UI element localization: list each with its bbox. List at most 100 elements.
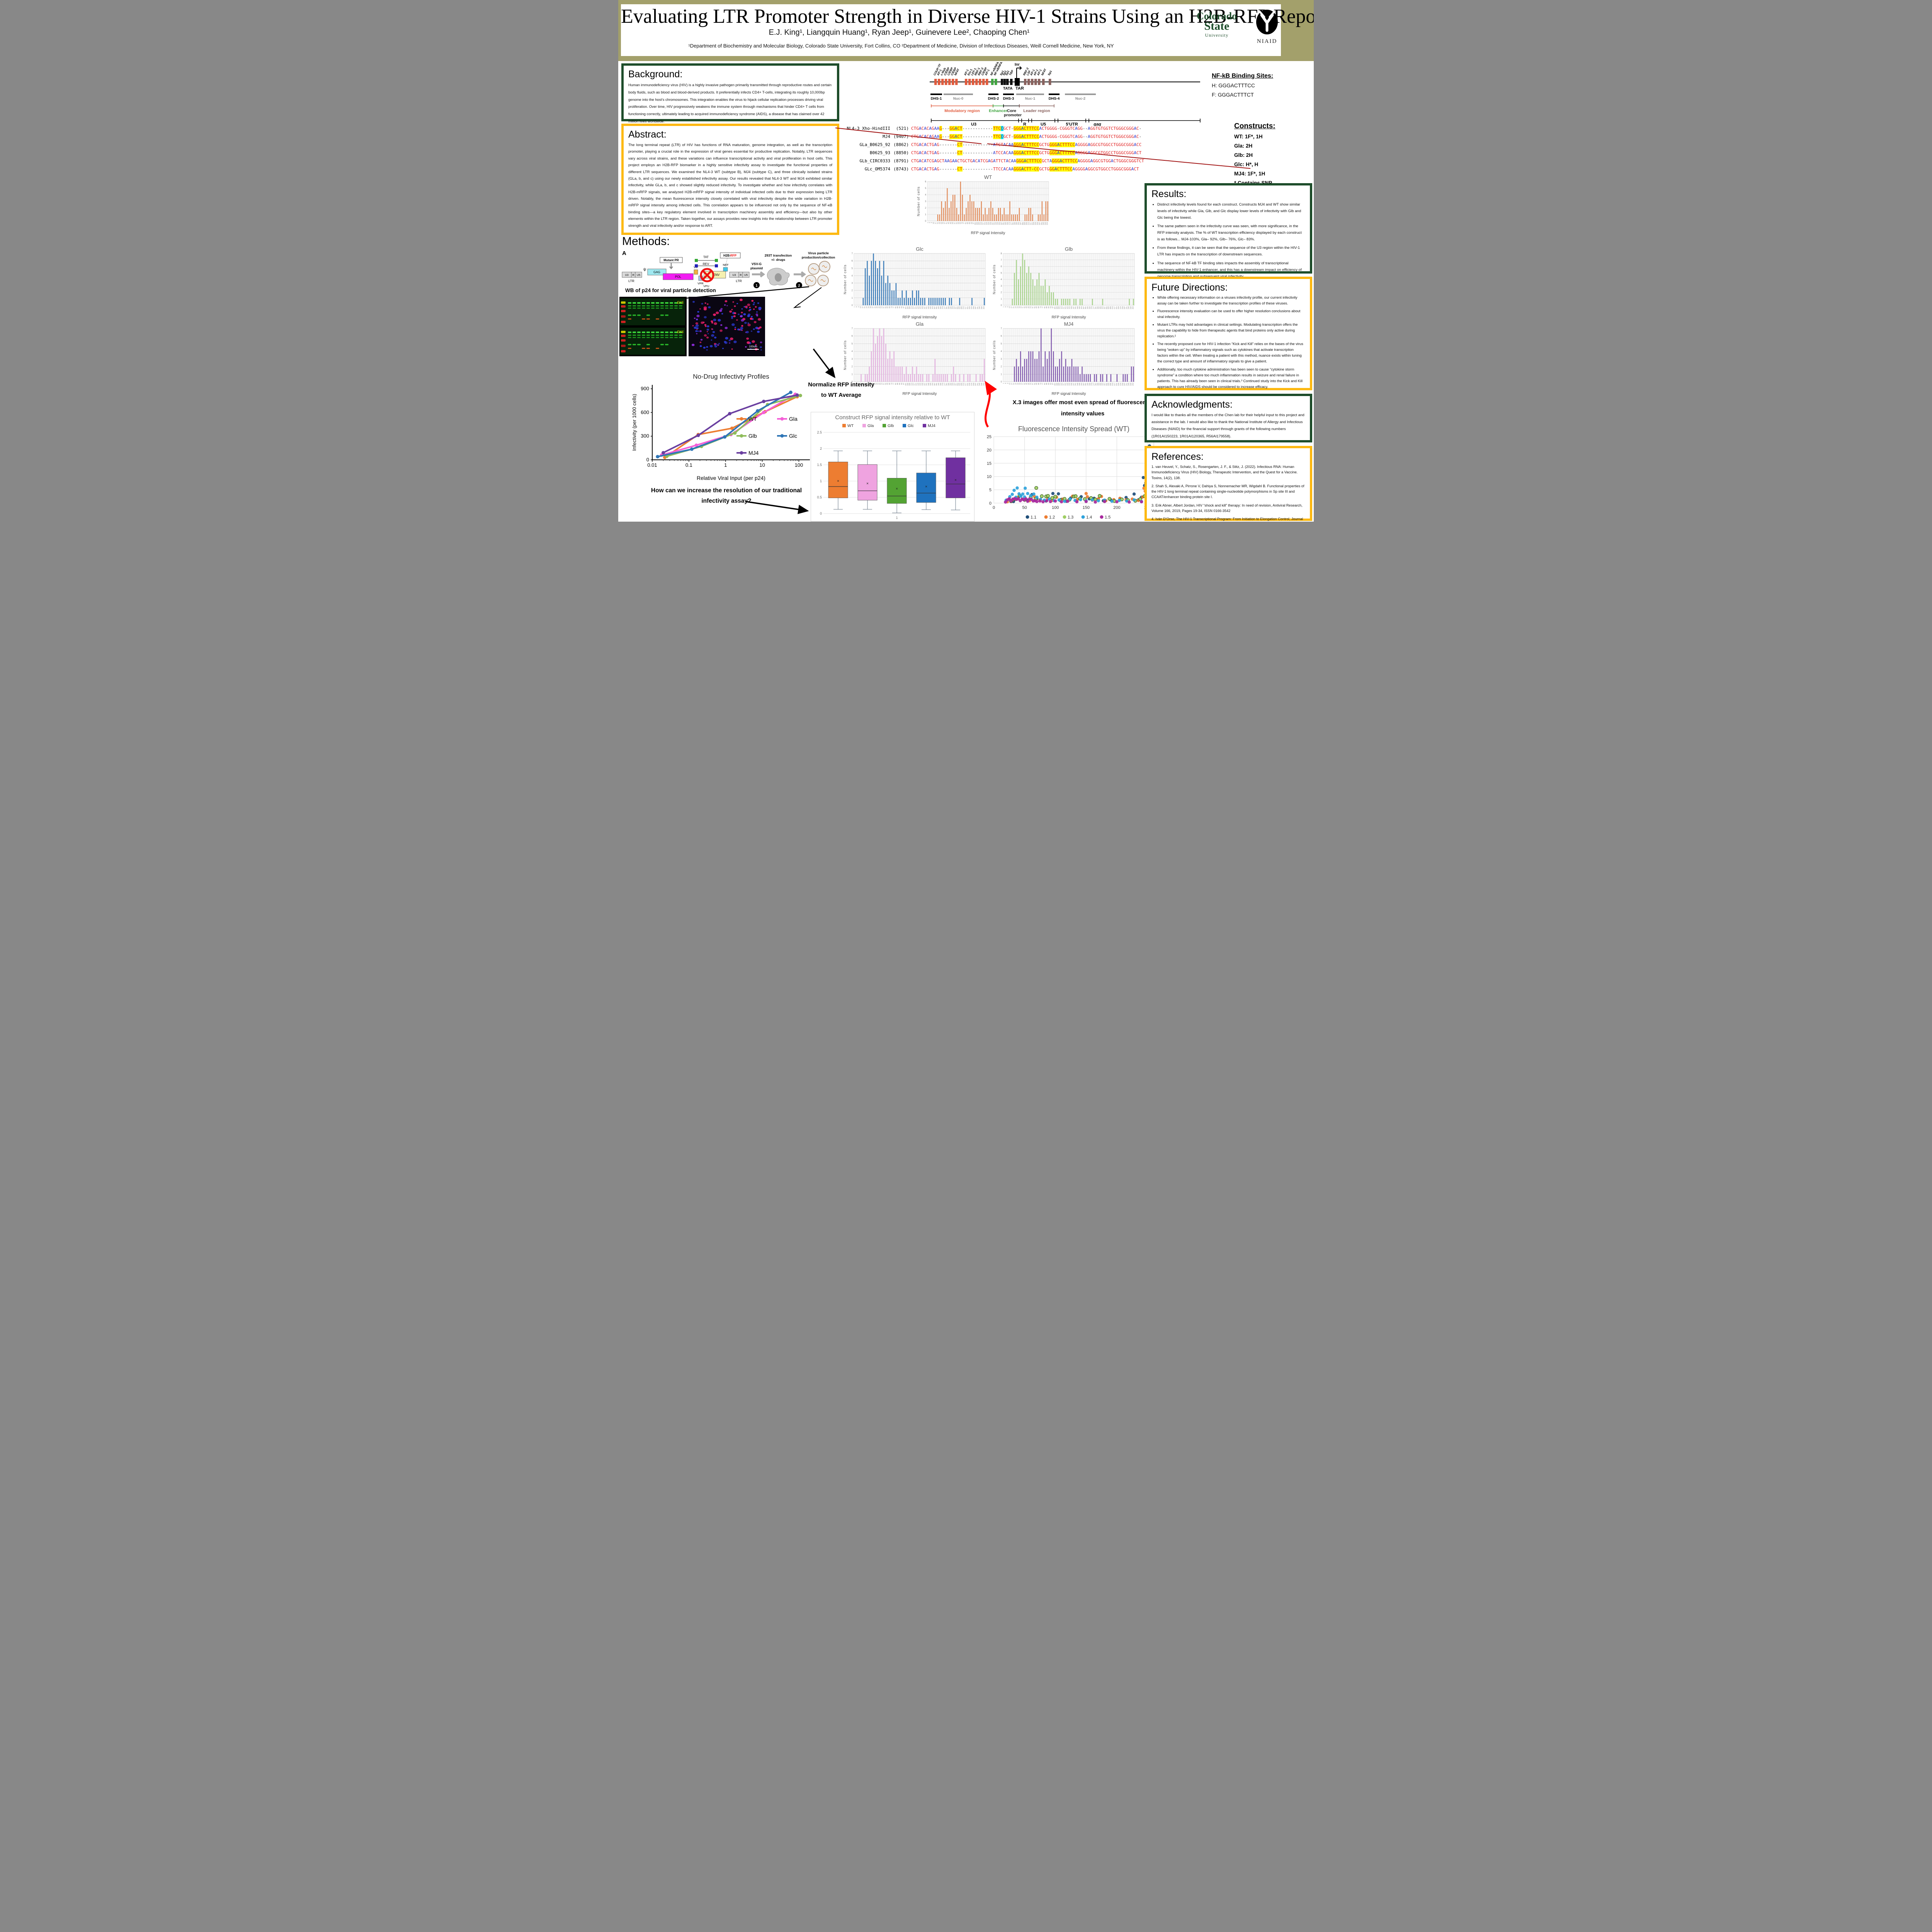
svg-text:Virus particle: Virus particle	[808, 251, 829, 255]
svg-text:129: 129	[987, 222, 989, 225]
svg-text:93: 93	[901, 306, 903, 308]
svg-text:1: 1	[925, 214, 927, 216]
svg-text:0.01: 0.01	[647, 462, 657, 468]
x3-text: X.3 images offer most even spread of flu…	[1012, 399, 1153, 417]
svg-text:173: 173	[1091, 383, 1093, 386]
svg-text:2: 2	[852, 366, 853, 368]
svg-text:57: 57	[1031, 383, 1033, 384]
svg-text:133: 133	[1070, 383, 1072, 386]
svg-text:1: 1	[854, 306, 855, 307]
svg-text:217: 217	[964, 383, 966, 386]
svg-text:233: 233	[1122, 383, 1124, 386]
svg-text:Enhancer: Enhancer	[989, 109, 1007, 113]
svg-text:7: 7	[852, 253, 853, 255]
svg-text:201: 201	[1022, 222, 1024, 225]
svg-text:253: 253	[983, 306, 985, 309]
svg-text:85: 85	[966, 222, 968, 224]
svg-text:81: 81	[1044, 306, 1046, 308]
svg-text:1: 1	[927, 222, 929, 223]
svg-text:37: 37	[872, 383, 874, 384]
svg-text:97: 97	[903, 306, 905, 308]
svg-text:300: 300	[641, 433, 649, 439]
svg-text:17: 17	[1011, 383, 1013, 384]
svg-text:49: 49	[878, 383, 880, 384]
svg-text:93: 93	[1050, 383, 1052, 384]
future-directions-section: Future Directions: While offering necess…	[1145, 277, 1312, 390]
svg-text:97: 97	[972, 222, 974, 224]
svg-text:WT: WT	[847, 423, 854, 428]
svg-text:77: 77	[1042, 383, 1044, 384]
svg-text:93: 93	[901, 383, 903, 384]
svg-text:105: 105	[1056, 383, 1058, 386]
svg-text:121: 121	[984, 222, 986, 225]
svg-text:249: 249	[1130, 306, 1132, 309]
svg-text:221: 221	[1116, 306, 1117, 309]
results-section: Results: Distinct infectivity levels fou…	[1145, 183, 1312, 279]
svg-text:25: 25	[1015, 383, 1017, 384]
svg-text:13: 13	[932, 222, 934, 224]
svg-text:133: 133	[921, 306, 923, 309]
svg-text:97: 97	[903, 383, 905, 384]
svg-text:1.5: 1.5	[1105, 515, 1111, 520]
svg-text:49: 49	[1027, 306, 1029, 308]
svg-text:113: 113	[1060, 306, 1062, 309]
svg-text:237: 237	[1124, 306, 1126, 309]
page-title: Evaluating LTR Promoter Strength in Dive…	[621, 5, 1314, 27]
svg-text:1: 1	[852, 297, 853, 299]
nfkb-h-sequence: H: GGGACTTTCC	[1212, 83, 1255, 88]
svg-text:H2B-: H2B-	[723, 254, 731, 257]
svg-text:181: 181	[946, 383, 948, 386]
svg-text:Core: Core	[1007, 109, 1016, 113]
svg-text:241: 241	[1126, 383, 1128, 386]
svg-text:229: 229	[1035, 222, 1037, 225]
svg-text:133: 133	[989, 222, 991, 225]
western-blot-image: EK5 EK6	[619, 297, 687, 356]
svg-text:129: 129	[1068, 306, 1070, 309]
future-bullet: Additionally, too much cytokine administ…	[1157, 367, 1305, 390]
svg-text:3: 3	[925, 201, 927, 203]
svg-text:25: 25	[866, 306, 868, 308]
svg-text:125: 125	[917, 383, 919, 386]
svg-text:185: 185	[1014, 222, 1016, 225]
reference-item: 3. Erik Abner, Albert Jordan, HIV “shock…	[1151, 503, 1303, 513]
svg-text:U5: U5	[744, 274, 748, 277]
svg-text:249: 249	[981, 306, 983, 309]
svg-text:169: 169	[940, 306, 942, 309]
svg-text:109: 109	[909, 383, 911, 386]
svg-text:MJ4: MJ4	[748, 450, 759, 456]
svg-text:NFAT: NFAT	[1041, 68, 1047, 76]
alignment-row: B0625_93 (8850) CTGACACTGAG-------CT------…	[870, 150, 1142, 155]
svg-text:13: 13	[1009, 306, 1011, 308]
svg-text:7: 7	[1001, 328, 1002, 330]
svg-text:153: 153	[1081, 306, 1083, 309]
svg-text:9: 9	[1007, 306, 1009, 307]
svg-text:93: 93	[970, 222, 972, 224]
svg-text:85: 85	[896, 383, 898, 384]
svg-text:145: 145	[1077, 383, 1078, 386]
svg-text:2: 2	[925, 207, 927, 209]
svg-text:77: 77	[893, 306, 895, 308]
svg-text:U3: U3	[971, 122, 976, 126]
svg-text:117: 117	[1062, 383, 1064, 385]
svg-text:1: 1	[852, 373, 853, 376]
svg-text:125: 125	[917, 306, 919, 309]
svg-text:157: 157	[934, 306, 935, 309]
svg-text:249: 249	[1130, 383, 1132, 386]
svg-text:3: 3	[1001, 285, 1002, 287]
histogram-mj4: MJ4 0 1 2 3 4 5 6 7 1 5 9 13 17 21 25 29 33 37 41 45 49 53 57 61…	[992, 321, 1138, 396]
svg-text:109: 109	[909, 306, 911, 309]
svg-text:100: 100	[1052, 505, 1059, 510]
svg-text:production/collection: production/collection	[802, 255, 835, 259]
histogram-glc: Glc 0 1 2 3 4 5 6 7 1 5 9 13 17 21 25 29 33 37 41 45 49 53 57 61…	[842, 246, 988, 320]
svg-text:DHS-1: DHS-1	[931, 97, 942, 101]
svg-text:77: 77	[1042, 306, 1044, 308]
svg-text:1.1: 1.1	[1031, 515, 1036, 520]
svg-text:105: 105	[976, 222, 978, 225]
svg-text:129: 129	[919, 306, 921, 309]
svg-text:Number of cells: Number of cells	[992, 340, 996, 370]
fluorescence-scatter-plot: Fluorescence Intensity Spread (WT) 0 5 10 15…	[978, 423, 1160, 521]
svg-text:Nuc-2: Nuc-2	[1075, 97, 1085, 101]
svg-text:229: 229	[1119, 383, 1121, 386]
svg-text:DHS-3: DHS-3	[1003, 97, 1014, 101]
alignment-row: GLa_B0625_92 (8862) CTGACACTGAG-------CT--…	[859, 142, 1142, 147]
